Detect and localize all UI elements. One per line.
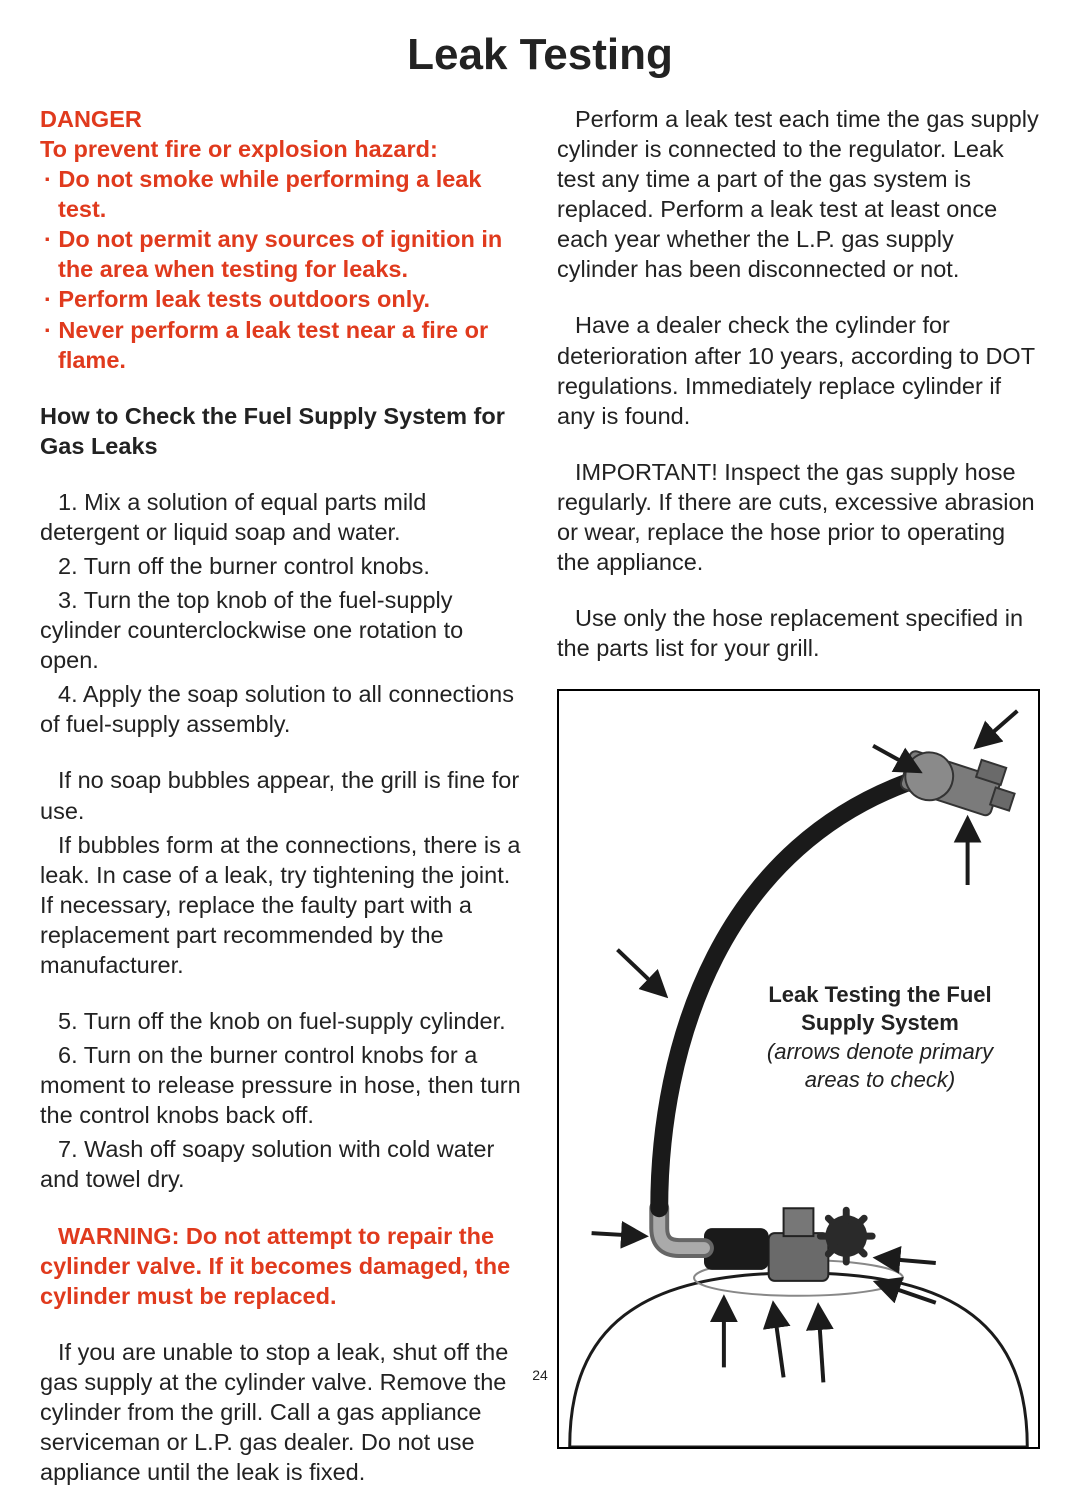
danger-heading: DANGER [40,104,523,134]
steps-a: 1. Mix a solution of equal parts mild de… [40,487,523,740]
danger-bullet: · Perform leak tests outdoors only. [40,284,523,314]
danger-subheading: To prevent fire or explosion hazard: [40,134,523,164]
paragraph: Perform a leak test each time the gas su… [557,104,1040,284]
paragraph: Use only the hose replacement specified … [557,603,1040,663]
danger-bullet: · Do not permit any sources of ignition … [40,224,523,284]
right-column: Perform a leak test each time the gas su… [557,104,1040,1487]
regulator-icon [898,739,1021,826]
page-number: 24 [0,1367,1080,1383]
step: 4. Apply the soap solution to all connec… [40,679,523,739]
step: 6. Turn on the burner control knobs for … [40,1040,523,1130]
mid-paragraphs: If no soap bubbles appear, the grill is … [40,765,523,980]
danger-bullet: · Never perform a leak test near a fire … [40,315,523,375]
step: 3. Turn the top knob of the fuel-supply … [40,585,523,675]
step: 2. Turn off the burner control knobs. [40,551,523,581]
valve-icon [659,1209,872,1282]
figure-caption: Leak Testing the Fuel Supply System (arr… [750,981,1010,1094]
figure-caption-subtitle: (arrows denote primary areas to check) [750,1038,1010,1094]
left-tail-paragraph: If you are unable to stop a leak, shut o… [40,1337,523,1487]
paragraph: If bubbles form at the connections, ther… [40,830,523,980]
steps-b: 5. Turn off the knob on fuel-supply cyli… [40,1006,523,1194]
step: 7. Wash off soapy solution with cold wat… [40,1134,523,1194]
step: 5. Turn off the knob on fuel-supply cyli… [40,1006,523,1036]
paragraph: IMPORTANT! Inspect the gas supply hose r… [557,457,1040,577]
two-column-layout: DANGER To prevent fire or explosion haza… [40,104,1040,1487]
figure-box: Leak Testing the Fuel Supply System (arr… [557,689,1040,1449]
page-title: Leak Testing [40,30,1040,80]
left-column: DANGER To prevent fire or explosion haza… [40,104,523,1487]
paragraph: If no soap bubbles appear, the grill is … [40,765,523,825]
paragraph: Have a dealer check the cylinder for det… [557,310,1040,430]
danger-box: DANGER To prevent fire or explosion haza… [40,104,523,375]
step: 1. Mix a solution of equal parts mild de… [40,487,523,547]
warning-text: WARNING: Do not attempt to repair the cy… [40,1221,523,1311]
tank-icon [570,1260,1028,1447]
figure-caption-title: Leak Testing the Fuel Supply System [750,981,1010,1037]
danger-bullet: · Do not smoke while performing a leak t… [40,164,523,224]
howto-heading: How to Check the Fuel Supply System for … [40,401,523,461]
